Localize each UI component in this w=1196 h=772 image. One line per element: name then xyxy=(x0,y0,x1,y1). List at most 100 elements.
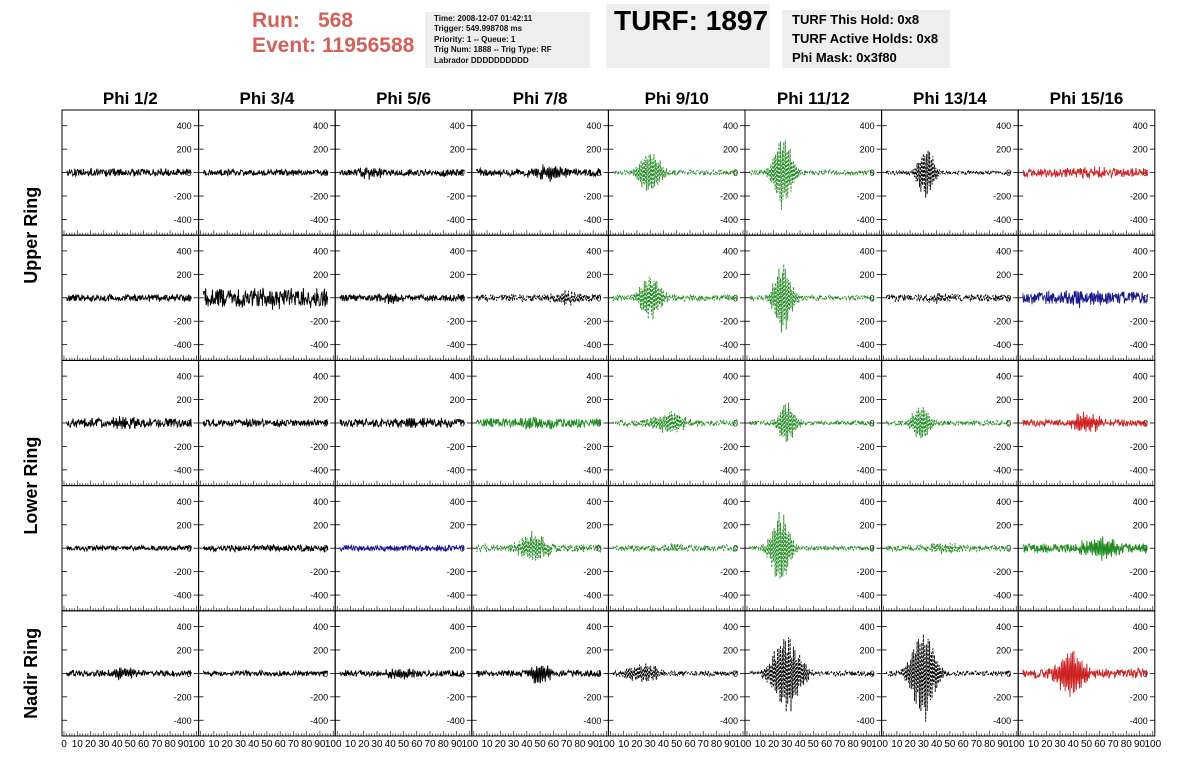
y-tick-label: 200 xyxy=(586,145,601,155)
x-tick-label: 20 xyxy=(768,739,780,750)
y-tick-label: 200 xyxy=(586,520,601,530)
x-tick-label: 30 xyxy=(371,739,383,750)
y-tick-label: 0 xyxy=(870,168,875,178)
x-tick-label: 50 xyxy=(944,739,956,750)
y-tick-label: -400 xyxy=(857,591,875,601)
y-tick-label: 400 xyxy=(177,372,192,382)
y-tick-label: -200 xyxy=(174,192,192,202)
x-tick-label: 100 xyxy=(461,739,478,750)
y-tick-label: 400 xyxy=(313,622,328,632)
y-tick-label: 400 xyxy=(1133,372,1148,382)
y-tick-label: 200 xyxy=(1133,520,1148,530)
y-tick-label: -400 xyxy=(310,215,328,225)
y-tick-label: -400 xyxy=(447,591,465,601)
y-tick-label: 200 xyxy=(313,645,328,655)
y-tick-label: -200 xyxy=(993,192,1011,202)
waveform-trace xyxy=(612,411,739,433)
column-title: Phi 1/2 xyxy=(103,89,158,108)
x-tick-label: 40 xyxy=(931,739,943,750)
y-tick-label: 0 xyxy=(596,293,601,303)
waveform-trace xyxy=(476,289,602,306)
y-tick-label: -400 xyxy=(1130,591,1148,601)
y-tick-label: -200 xyxy=(857,192,875,202)
y-tick-label: -200 xyxy=(1130,442,1148,452)
y-tick-label: 400 xyxy=(177,246,192,256)
waveform-trace xyxy=(202,417,329,429)
y-tick-label: 400 xyxy=(723,497,738,507)
y-tick-label: 400 xyxy=(723,121,738,131)
waveform-trace xyxy=(1022,650,1148,697)
y-tick-label: 200 xyxy=(723,145,738,155)
y-tick-label: -200 xyxy=(993,567,1011,577)
turf-title: TURF: 1897 xyxy=(614,5,769,36)
y-tick-label: -200 xyxy=(583,442,601,452)
y-tick-label: 400 xyxy=(450,622,465,632)
y-tick-label: 200 xyxy=(996,645,1011,655)
x-tick-label: 100 xyxy=(188,739,205,750)
y-tick-label: -400 xyxy=(583,591,601,601)
y-tick-label: -400 xyxy=(447,716,465,726)
waveform-trace xyxy=(1022,536,1148,561)
waveform-trace xyxy=(339,167,465,180)
y-tick-label: 400 xyxy=(860,246,875,256)
info-trig-num: Trig Num: 1888 -- Trig Type: RF xyxy=(434,45,552,55)
event-value: 11956588 xyxy=(322,34,415,57)
y-tick-label: 200 xyxy=(723,520,738,530)
x-tick-label: 70 xyxy=(1107,739,1119,750)
y-tick-label: -400 xyxy=(583,716,601,726)
x-tick-label: 90 xyxy=(724,739,736,750)
waveform-trace xyxy=(66,293,192,303)
x-tick-label: 10 xyxy=(72,739,84,750)
y-tick-label: -200 xyxy=(174,692,192,702)
y-tick-label: -200 xyxy=(720,692,738,702)
waveform-trace xyxy=(885,634,1012,722)
y-tick-label: -200 xyxy=(583,567,601,577)
y-tick-label: 400 xyxy=(1133,497,1148,507)
x-tick-label: 40 xyxy=(658,739,670,750)
y-tick-label: 0 xyxy=(1006,419,1011,429)
y-tick-label: -200 xyxy=(857,567,875,577)
waveform-trace xyxy=(339,668,465,680)
y-tick-label: 0 xyxy=(733,669,738,679)
y-tick-label: -200 xyxy=(993,442,1011,452)
x-tick-label: 70 xyxy=(971,739,983,750)
y-tick-label: -400 xyxy=(1130,215,1148,225)
x-tick-label: 10 xyxy=(1028,739,1040,750)
x-tick-label: 40 xyxy=(521,739,533,750)
x-tick-label: 80 xyxy=(1121,739,1133,750)
waveform-trace xyxy=(749,264,875,333)
y-tick-label: -400 xyxy=(583,465,601,475)
x-tick-label: 30 xyxy=(918,739,930,750)
y-tick-label: 0 xyxy=(323,544,328,554)
y-tick-label: -200 xyxy=(1130,567,1148,577)
y-tick-label: -200 xyxy=(720,192,738,202)
y-tick-label: 400 xyxy=(313,372,328,382)
y-tick-label: -200 xyxy=(310,192,328,202)
x-tick-label: 70 xyxy=(151,739,163,750)
waveform-trace xyxy=(66,416,192,430)
y-tick-label: 400 xyxy=(996,622,1011,632)
y-tick-label: 200 xyxy=(860,270,875,280)
x-tick-label: 40 xyxy=(111,739,123,750)
x-tick-label: 30 xyxy=(98,739,110,750)
x-tick-label: 60 xyxy=(275,739,287,750)
waveform-trace xyxy=(885,407,1012,439)
y-tick-label: -200 xyxy=(857,317,875,327)
column-title: Phi 9/10 xyxy=(645,89,709,108)
y-tick-label: -200 xyxy=(993,317,1011,327)
y-tick-label: -200 xyxy=(720,442,738,452)
y-tick-label: -200 xyxy=(310,442,328,452)
column-title: Phi 15/16 xyxy=(1050,89,1124,108)
info-trigger: Trigger: 549.998708 ms xyxy=(434,24,523,34)
y-tick-label: 200 xyxy=(450,395,465,405)
y-tick-label: 400 xyxy=(860,121,875,131)
y-tick-label: -200 xyxy=(857,692,875,702)
y-tick-label: -200 xyxy=(310,317,328,327)
y-tick-label: -200 xyxy=(1130,192,1148,202)
y-tick-label: -400 xyxy=(1130,716,1148,726)
x-tick-label: 30 xyxy=(645,739,657,750)
waveform-trace xyxy=(476,416,602,430)
y-tick-label: -400 xyxy=(310,340,328,350)
x-tick-label: 80 xyxy=(848,739,860,750)
run-event-label: Run: 568 Event: 11956588 xyxy=(252,8,414,58)
